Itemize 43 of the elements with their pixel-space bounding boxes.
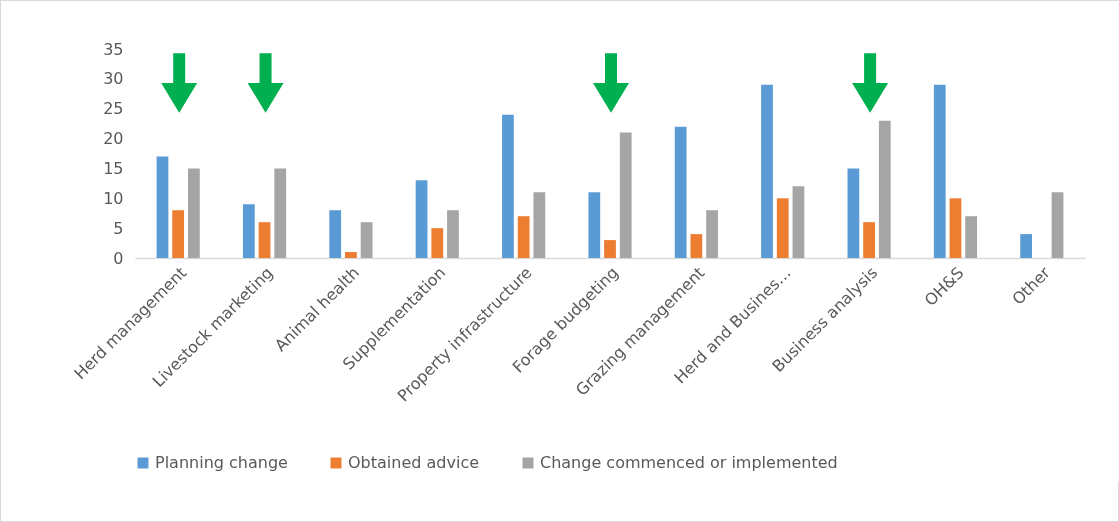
bar bbox=[345, 252, 357, 258]
bar bbox=[242, 204, 255, 258]
legend-label: Planning change bbox=[155, 453, 288, 472]
bar bbox=[360, 222, 373, 258]
legend-label: Change commenced or implemented bbox=[540, 453, 838, 472]
bar bbox=[847, 168, 860, 258]
y-tick-label: 0 bbox=[113, 248, 124, 268]
bar bbox=[792, 186, 805, 258]
bar bbox=[517, 216, 530, 258]
bar bbox=[502, 114, 514, 258]
bar bbox=[761, 84, 773, 258]
bar bbox=[878, 120, 891, 258]
y-tick-label: 30 bbox=[103, 69, 124, 89]
bar bbox=[431, 228, 444, 258]
bar bbox=[329, 210, 342, 258]
bar bbox=[188, 168, 200, 258]
bar bbox=[447, 210, 459, 258]
bar bbox=[706, 210, 718, 258]
bar bbox=[1051, 192, 1064, 258]
y-tick-label: 25 bbox=[103, 99, 124, 119]
bar bbox=[674, 126, 687, 258]
bar bbox=[1020, 234, 1032, 258]
bar bbox=[274, 168, 287, 258]
bar bbox=[258, 222, 271, 258]
bar bbox=[690, 234, 703, 258]
bar bbox=[776, 198, 789, 258]
bar bbox=[863, 222, 875, 258]
bar bbox=[533, 192, 546, 258]
bar bbox=[933, 84, 946, 258]
y-tick-label: 15 bbox=[103, 158, 124, 178]
y-tick-label: 20 bbox=[103, 129, 124, 149]
bar bbox=[172, 210, 185, 258]
y-tick-label: 35 bbox=[103, 39, 124, 59]
legend-label: Obtained advice bbox=[348, 453, 480, 472]
bar bbox=[156, 156, 169, 258]
bar bbox=[619, 132, 632, 258]
bar bbox=[588, 192, 601, 258]
y-tick-label: 5 bbox=[113, 218, 124, 238]
y-tick-label: 10 bbox=[103, 188, 124, 208]
bar bbox=[965, 216, 978, 258]
bar bbox=[604, 240, 616, 258]
bar bbox=[415, 180, 428, 258]
bar bbox=[949, 198, 962, 258]
